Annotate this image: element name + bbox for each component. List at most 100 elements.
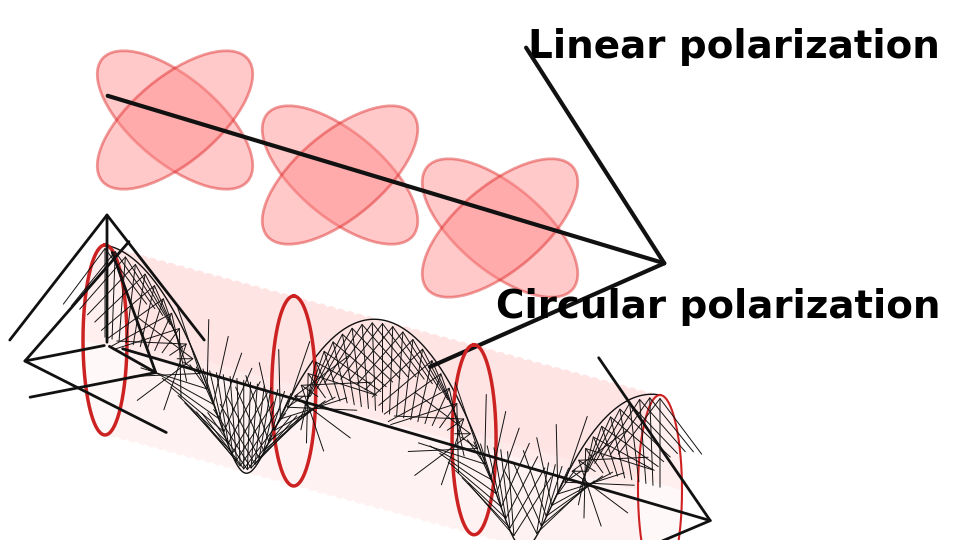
Polygon shape xyxy=(468,349,522,447)
Polygon shape xyxy=(365,416,419,514)
Polygon shape xyxy=(309,306,362,403)
Polygon shape xyxy=(450,439,503,537)
Polygon shape xyxy=(582,380,635,477)
Polygon shape xyxy=(535,462,588,540)
Polygon shape xyxy=(544,464,597,540)
Polygon shape xyxy=(149,358,203,455)
Polygon shape xyxy=(619,390,673,488)
Polygon shape xyxy=(478,447,532,540)
Polygon shape xyxy=(591,382,644,480)
Polygon shape xyxy=(356,414,409,511)
Polygon shape xyxy=(318,309,372,406)
Polygon shape xyxy=(121,255,174,353)
Polygon shape xyxy=(553,372,607,470)
Polygon shape xyxy=(384,421,438,519)
Polygon shape xyxy=(271,391,324,488)
Polygon shape xyxy=(610,482,663,540)
Polygon shape xyxy=(600,385,654,482)
Ellipse shape xyxy=(97,51,252,189)
Polygon shape xyxy=(205,373,258,470)
Polygon shape xyxy=(610,387,663,485)
Polygon shape xyxy=(356,319,409,416)
Polygon shape xyxy=(215,376,268,473)
Polygon shape xyxy=(412,429,466,526)
Polygon shape xyxy=(102,250,156,348)
Polygon shape xyxy=(441,437,493,534)
Polygon shape xyxy=(158,360,211,458)
Polygon shape xyxy=(139,355,193,453)
Polygon shape xyxy=(403,427,456,524)
Polygon shape xyxy=(215,281,268,378)
Polygon shape xyxy=(252,386,305,483)
Polygon shape xyxy=(582,475,635,540)
Polygon shape xyxy=(337,409,391,506)
Ellipse shape xyxy=(422,159,578,297)
Polygon shape xyxy=(431,434,485,531)
Polygon shape xyxy=(327,406,381,504)
Polygon shape xyxy=(130,353,183,450)
Polygon shape xyxy=(600,480,654,540)
Polygon shape xyxy=(535,367,588,464)
Polygon shape xyxy=(233,286,287,383)
Polygon shape xyxy=(196,370,250,468)
Polygon shape xyxy=(488,354,540,452)
Polygon shape xyxy=(394,329,446,427)
Polygon shape xyxy=(506,360,560,457)
Polygon shape xyxy=(337,314,391,411)
Polygon shape xyxy=(468,444,522,540)
Polygon shape xyxy=(516,457,569,540)
Text: Circular polarization: Circular polarization xyxy=(495,288,940,326)
Polygon shape xyxy=(459,442,513,539)
Polygon shape xyxy=(224,378,277,476)
Polygon shape xyxy=(374,419,428,516)
Polygon shape xyxy=(121,350,174,448)
Polygon shape xyxy=(488,449,540,540)
Polygon shape xyxy=(102,345,156,443)
Polygon shape xyxy=(280,299,334,396)
Polygon shape xyxy=(384,327,438,424)
Polygon shape xyxy=(497,452,550,540)
Polygon shape xyxy=(158,266,211,363)
Polygon shape xyxy=(300,303,352,401)
Polygon shape xyxy=(149,263,203,360)
Polygon shape xyxy=(563,470,616,540)
Polygon shape xyxy=(450,344,503,442)
Polygon shape xyxy=(347,316,399,414)
Ellipse shape xyxy=(262,106,418,244)
Polygon shape xyxy=(318,403,372,501)
Polygon shape xyxy=(83,245,136,342)
Polygon shape xyxy=(459,347,513,444)
Polygon shape xyxy=(186,368,240,465)
Polygon shape xyxy=(421,336,475,434)
Polygon shape xyxy=(177,366,230,463)
Polygon shape xyxy=(168,268,221,366)
Polygon shape xyxy=(262,388,315,486)
Polygon shape xyxy=(421,431,475,529)
Polygon shape xyxy=(290,396,344,494)
Polygon shape xyxy=(243,383,297,481)
Polygon shape xyxy=(347,411,399,509)
Polygon shape xyxy=(280,393,334,491)
Polygon shape xyxy=(327,311,381,409)
Ellipse shape xyxy=(262,106,418,244)
Polygon shape xyxy=(572,377,626,475)
Polygon shape xyxy=(111,253,164,350)
Polygon shape xyxy=(394,424,446,521)
Polygon shape xyxy=(205,278,258,376)
Polygon shape xyxy=(243,288,297,386)
Ellipse shape xyxy=(422,159,578,297)
Polygon shape xyxy=(441,342,493,439)
Text: Linear polarization: Linear polarization xyxy=(528,28,940,66)
Polygon shape xyxy=(403,332,456,429)
Polygon shape xyxy=(563,375,616,472)
Polygon shape xyxy=(374,324,428,421)
Polygon shape xyxy=(233,381,287,478)
Polygon shape xyxy=(271,296,324,393)
Polygon shape xyxy=(572,472,626,540)
Polygon shape xyxy=(412,334,466,431)
Polygon shape xyxy=(478,352,532,449)
Polygon shape xyxy=(300,399,352,496)
Polygon shape xyxy=(516,362,569,460)
Polygon shape xyxy=(177,271,230,368)
Polygon shape xyxy=(83,340,136,437)
